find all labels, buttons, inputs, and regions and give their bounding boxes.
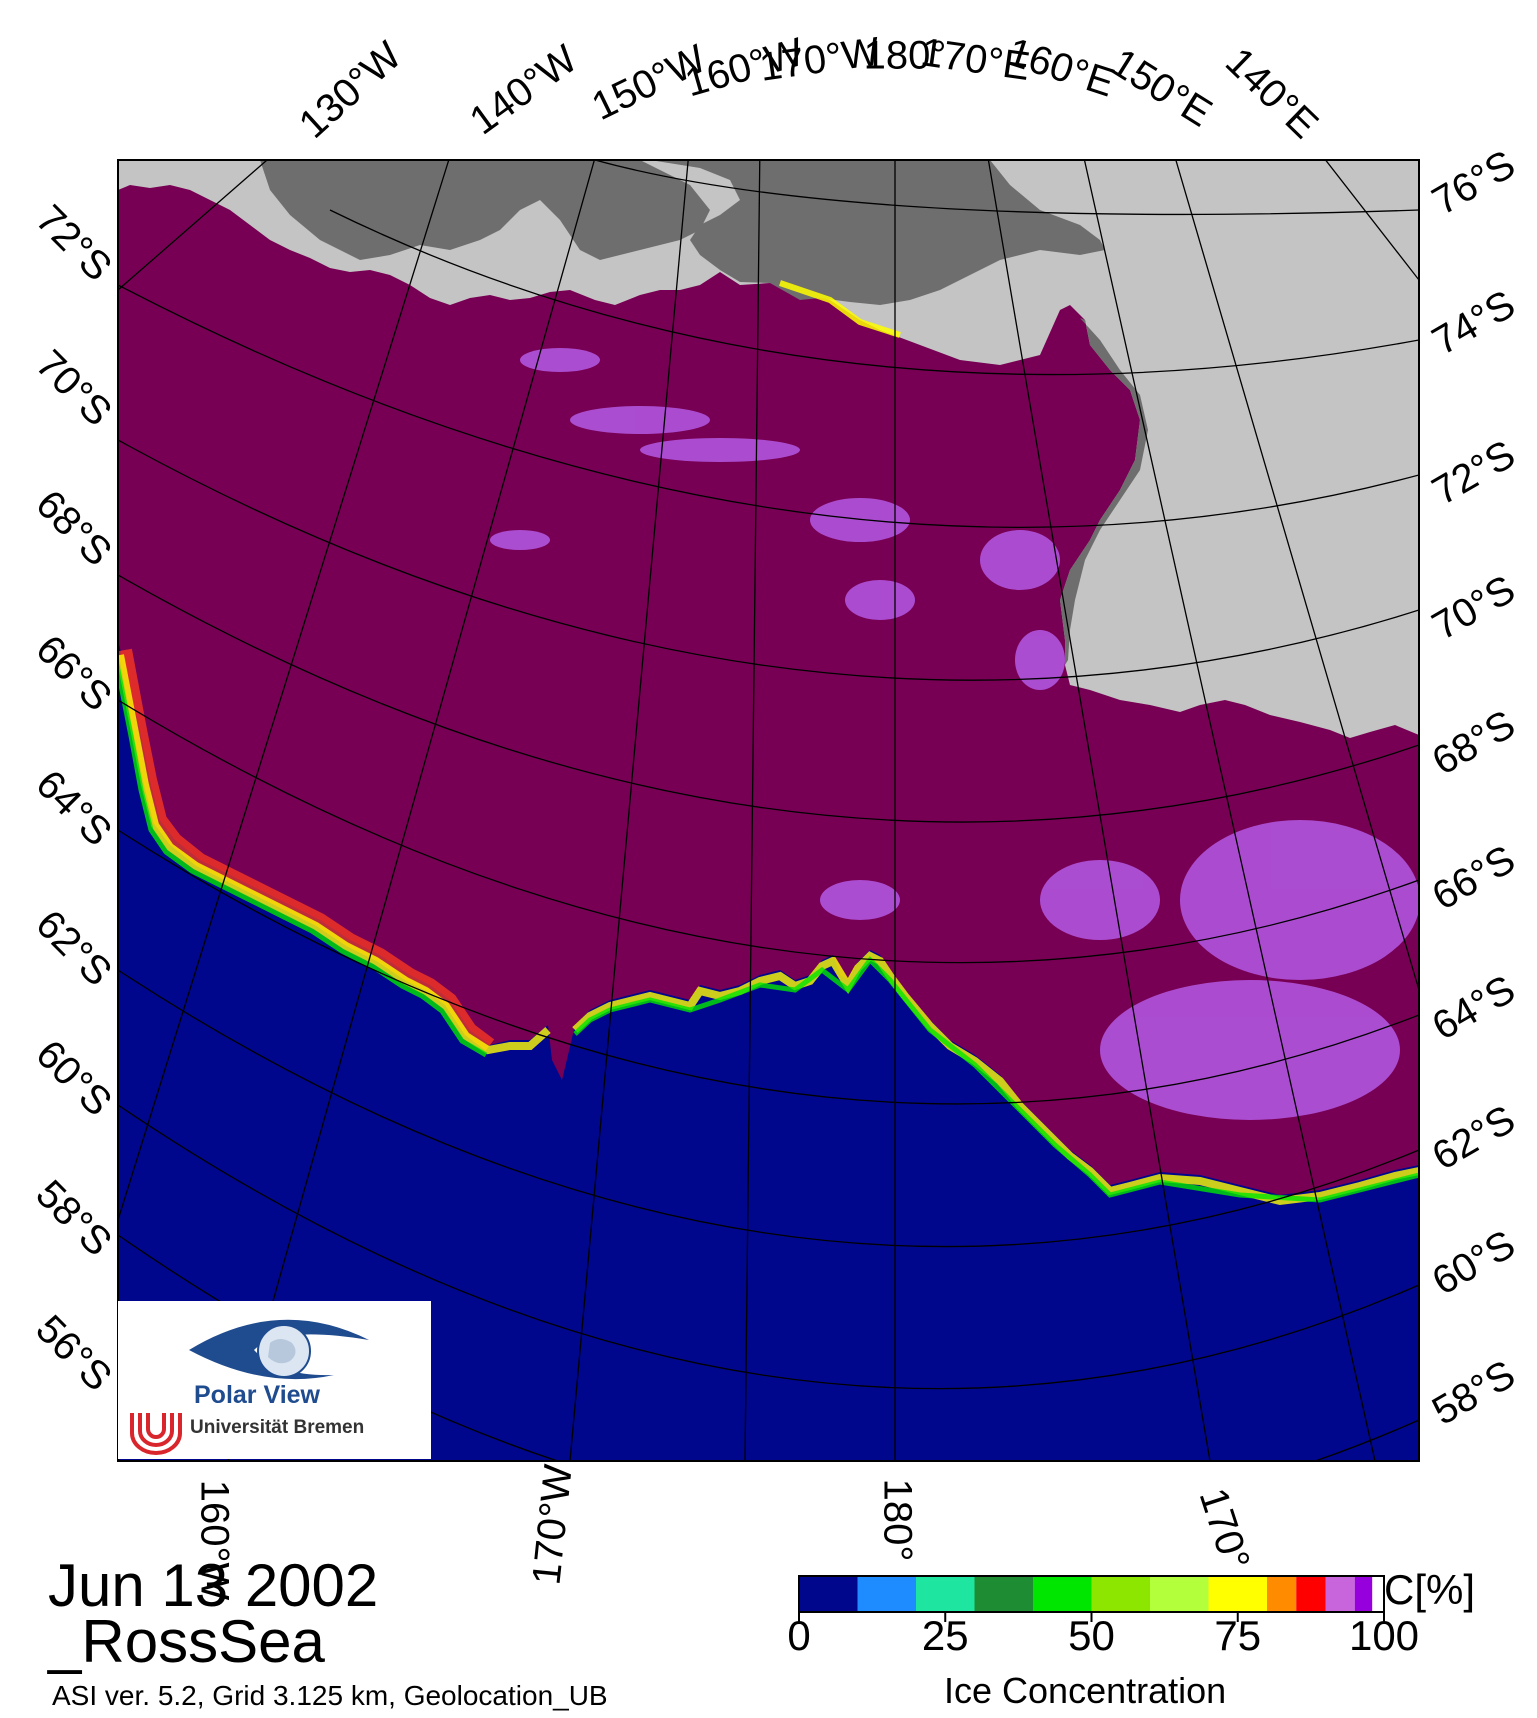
- university-bremen-logo-icon: [130, 1413, 182, 1455]
- lat-label-right: 60°S: [1425, 1222, 1522, 1304]
- map-date: Jun 13 2002: [48, 1552, 379, 1619]
- lat-label-left: 60°S: [27, 1032, 120, 1125]
- lat-label-right: 68°S: [1425, 702, 1522, 784]
- colorbar: [798, 1575, 1385, 1622]
- colorbar-segment: [1091, 1576, 1150, 1612]
- lat-label-left: 68°S: [27, 482, 120, 575]
- colorbar-segment: [1378, 1576, 1384, 1612]
- lat-label-right: 62°S: [1425, 1097, 1522, 1179]
- lat-label-left: 62°S: [27, 902, 120, 995]
- map-frame: [117, 159, 1420, 1462]
- ross-ice-shelf: [118, 160, 710, 260]
- lon-label-top: 140°E: [1217, 39, 1326, 147]
- logo-institution: Universität Bremen: [190, 1417, 365, 1438]
- lat-label-left: 58°S: [27, 1172, 120, 1265]
- lat-label-left: 70°S: [27, 342, 120, 435]
- colorbar-tick-label: 100: [1348, 1612, 1420, 1659]
- lon-label-bottom: 180°: [875, 1479, 919, 1562]
- colorbar-segment: [1372, 1576, 1379, 1612]
- lat-label-right: 66°S: [1425, 837, 1522, 919]
- lat-label-right: 72°S: [1425, 432, 1522, 514]
- lon-label-top: 160°E: [1002, 30, 1120, 106]
- antarctic-land: [118, 160, 1419, 738]
- lon-label-bottom: 160°W: [192, 1480, 236, 1601]
- lon-label-top: 130°W: [291, 33, 410, 146]
- colorbar-segment: [1296, 1576, 1326, 1612]
- colorbar-segment: [1033, 1576, 1092, 1612]
- colorbar-segment: [1267, 1576, 1297, 1612]
- product-info: ASI ver. 5.2, Grid 3.125 km, Geolocation…: [52, 1680, 608, 1711]
- lat-label-right: 74°S: [1425, 282, 1522, 364]
- lat-label-right: 76°S: [1425, 142, 1522, 224]
- colorbar-unit: C[%]: [1384, 1566, 1476, 1613]
- colorbar-segment: [1208, 1576, 1267, 1612]
- coastal-polynya: [779, 280, 901, 338]
- marginal-ice-zone: [118, 648, 495, 1051]
- logo-title: Polar View: [194, 1381, 320, 1409]
- lon-label-top: 140°W: [462, 37, 586, 144]
- lon-label-bottom: 170°W: [524, 1462, 580, 1587]
- colorbar-segment: [857, 1576, 916, 1612]
- eye-globe-icon: [189, 1319, 369, 1380]
- colorbar-segment: [1325, 1576, 1355, 1612]
- colorbar-segment: [1354, 1576, 1373, 1612]
- lat-label-left: 72°S: [27, 197, 120, 290]
- colorbar-title: Ice Concentration: [944, 1670, 1227, 1711]
- colorbar-tick-label: 50: [1068, 1612, 1115, 1659]
- lat-label-right: 58°S: [1425, 1352, 1522, 1434]
- colorbar-tick-label: 25: [921, 1612, 969, 1659]
- colorbar-tick-label: 0: [787, 1612, 811, 1659]
- map-region: _RossSea: [48, 1608, 325, 1675]
- colorbar-segment: [799, 1576, 858, 1612]
- lon-label-top: 180°: [864, 34, 947, 78]
- colorbar-tick-label: 75: [1214, 1612, 1262, 1659]
- colorbar-segment: [974, 1576, 1033, 1612]
- lat-label-left: 56°S: [27, 1307, 120, 1400]
- ice-shelf-east: [650, 160, 1105, 305]
- marginal-ice-zone-outer: [118, 654, 1419, 1206]
- lat-label-right: 64°S: [1425, 967, 1522, 1049]
- colorbar-segment: [916, 1576, 975, 1612]
- lat-label-right: 70°S: [1425, 567, 1522, 649]
- lon-label-bottom: 170°: [1191, 1483, 1258, 1575]
- lat-label-left: 64°S: [27, 762, 120, 855]
- lon-label-top: 150°E: [1103, 40, 1219, 135]
- colorbar-segment: [1150, 1576, 1209, 1612]
- lat-label-left: 66°S: [27, 627, 120, 720]
- polar-view-logo: Polar View Universität Bremen: [118, 1301, 431, 1459]
- marginal-ice-zone-green: [118, 659, 1419, 1203]
